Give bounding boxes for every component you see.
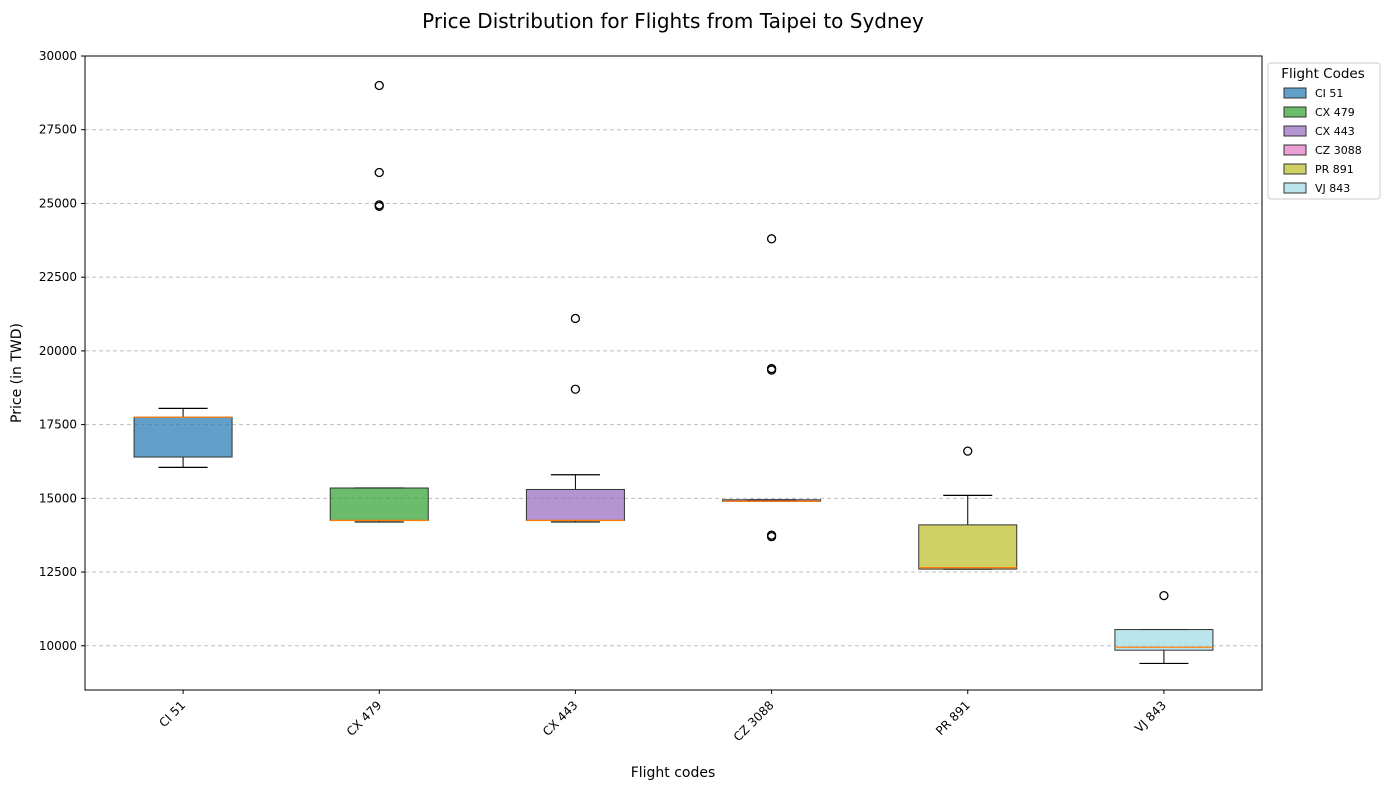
- legend-swatch: [1283, 144, 1307, 156]
- iqr-box: [918, 524, 1018, 570]
- y-tick-label: 10000: [39, 639, 77, 653]
- outlier-point: [570, 313, 581, 324]
- x-tick-label: CZ 3088: [731, 698, 777, 744]
- legend-label: CI 51: [1315, 87, 1343, 100]
- x-axis-label: Flight codes: [631, 765, 716, 781]
- x-tick-label: VJ 843: [1132, 698, 1169, 735]
- legend-swatch: [1283, 163, 1307, 175]
- legend-swatch: [1283, 182, 1307, 194]
- legend-label: PR 891: [1315, 163, 1354, 176]
- iqr-box: [525, 488, 625, 521]
- legend-swatch: [1283, 125, 1307, 137]
- y-tick-label: 12500: [39, 565, 77, 579]
- x-axis: CI 51 CX 479 CX 443 CZ 3088 PR 891 VJ 843: [156, 690, 1169, 744]
- box-cz-3088: [722, 234, 822, 542]
- box-vj-843: [1114, 590, 1214, 665]
- y-tick-label: 17500: [39, 418, 77, 432]
- box-cx-443: [525, 313, 625, 523]
- x-tick-label: PR 891: [933, 698, 973, 738]
- legend-swatch: [1283, 106, 1307, 118]
- outlier-point: [963, 446, 973, 456]
- iqr-box: [329, 487, 429, 521]
- outlier-point: [374, 167, 384, 178]
- iqr-box: [1114, 629, 1214, 651]
- chart-title: Price Distribution for Flights from Taip…: [422, 9, 924, 33]
- y-tick-label: 30000: [39, 49, 77, 63]
- x-tick-label: CX 443: [540, 698, 581, 739]
- outlier-point: [374, 200, 384, 210]
- outlier-point: [766, 363, 777, 374]
- x-tick-label: CX 479: [344, 698, 385, 739]
- legend-title: Flight Codes: [1281, 66, 1365, 82]
- legend-label: CX 443: [1315, 125, 1355, 138]
- box-pr-891: [918, 446, 1018, 570]
- outlier-point: [766, 530, 777, 540]
- legend-swatch: [1283, 87, 1307, 99]
- outlier-point: [766, 234, 777, 244]
- y-tick-label: 25000: [39, 196, 77, 210]
- outlier-point: [374, 80, 384, 91]
- box-series: [133, 80, 1214, 665]
- y-axis-label: Price (in TWD): [9, 323, 25, 423]
- legend-label: VJ 843: [1315, 182, 1350, 195]
- outlier-point: [570, 384, 581, 394]
- y-tick-label: 20000: [39, 344, 77, 358]
- y-axis: 10000 12500 15000 17500 20000 22500 25000 27500…: [39, 49, 85, 653]
- y-tick-label: 22500: [39, 270, 77, 284]
- x-tick-label: CI 51: [156, 698, 188, 730]
- legend-label: CX 479: [1315, 106, 1355, 119]
- box-cx-479: [329, 80, 429, 523]
- box-ci-51: [133, 407, 233, 468]
- legend: Flight Codes CI 51 CX 479 CX 443 CZ 3088 PR …: [1267, 62, 1381, 200]
- y-tick-label: 27500: [39, 123, 77, 137]
- y-gridlines: [85, 129, 1262, 647]
- legend-label: CZ 3088: [1315, 144, 1362, 157]
- y-tick-label: 15000: [39, 491, 77, 505]
- outlier-point: [1159, 590, 1169, 601]
- iqr-box: [133, 416, 233, 458]
- plot-frame: [84, 55, 1263, 691]
